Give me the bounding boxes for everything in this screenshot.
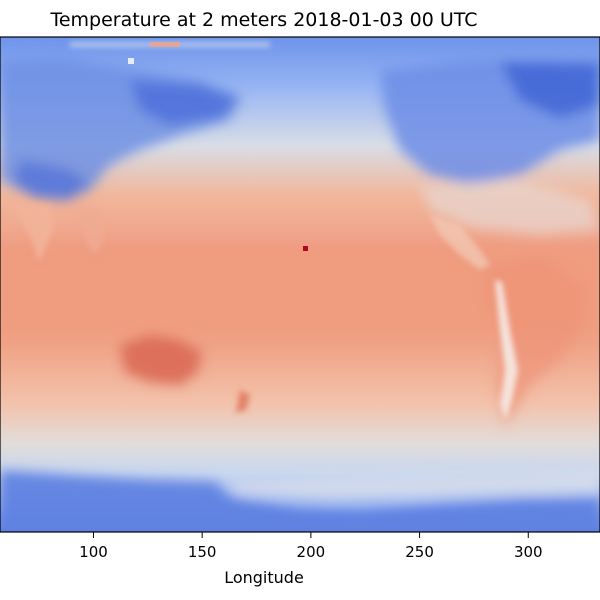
tibet-cold-region <box>15 160 90 200</box>
canada-cold-region <box>500 62 600 118</box>
x-axis-label: Longitude <box>224 568 304 587</box>
x-tick-label: 300 <box>514 543 543 561</box>
x-tick-label: 150 <box>188 543 217 561</box>
x-tick-label: 100 <box>79 543 108 561</box>
x-axis-ticks: 100 150 200 250 300 <box>79 532 543 561</box>
tropical-warm-band <box>0 245 600 335</box>
white-pixel-top <box>128 58 134 64</box>
warm-pixel-top <box>150 42 180 47</box>
australia-hot-region <box>120 335 202 385</box>
andes-ridge <box>495 280 518 420</box>
heatmap-field <box>0 37 600 532</box>
new-zealand <box>236 390 250 413</box>
indochina-region <box>75 205 105 255</box>
usa-mild-region <box>420 180 600 235</box>
central-america-region <box>430 215 490 270</box>
x-tick-label: 200 <box>297 543 326 561</box>
x-tick-label: 250 <box>405 543 434 561</box>
chart-title: Temperature at 2 meters 2018-01-03 00 UT… <box>49 9 477 31</box>
hot-pixel-marker <box>303 246 308 251</box>
india-peninsula <box>15 200 55 262</box>
siberia-cold-region <box>130 80 240 125</box>
antarctica-cold-region <box>0 470 600 532</box>
plot-frame <box>0 36 600 533</box>
antarctic-coast-mild <box>230 472 600 500</box>
